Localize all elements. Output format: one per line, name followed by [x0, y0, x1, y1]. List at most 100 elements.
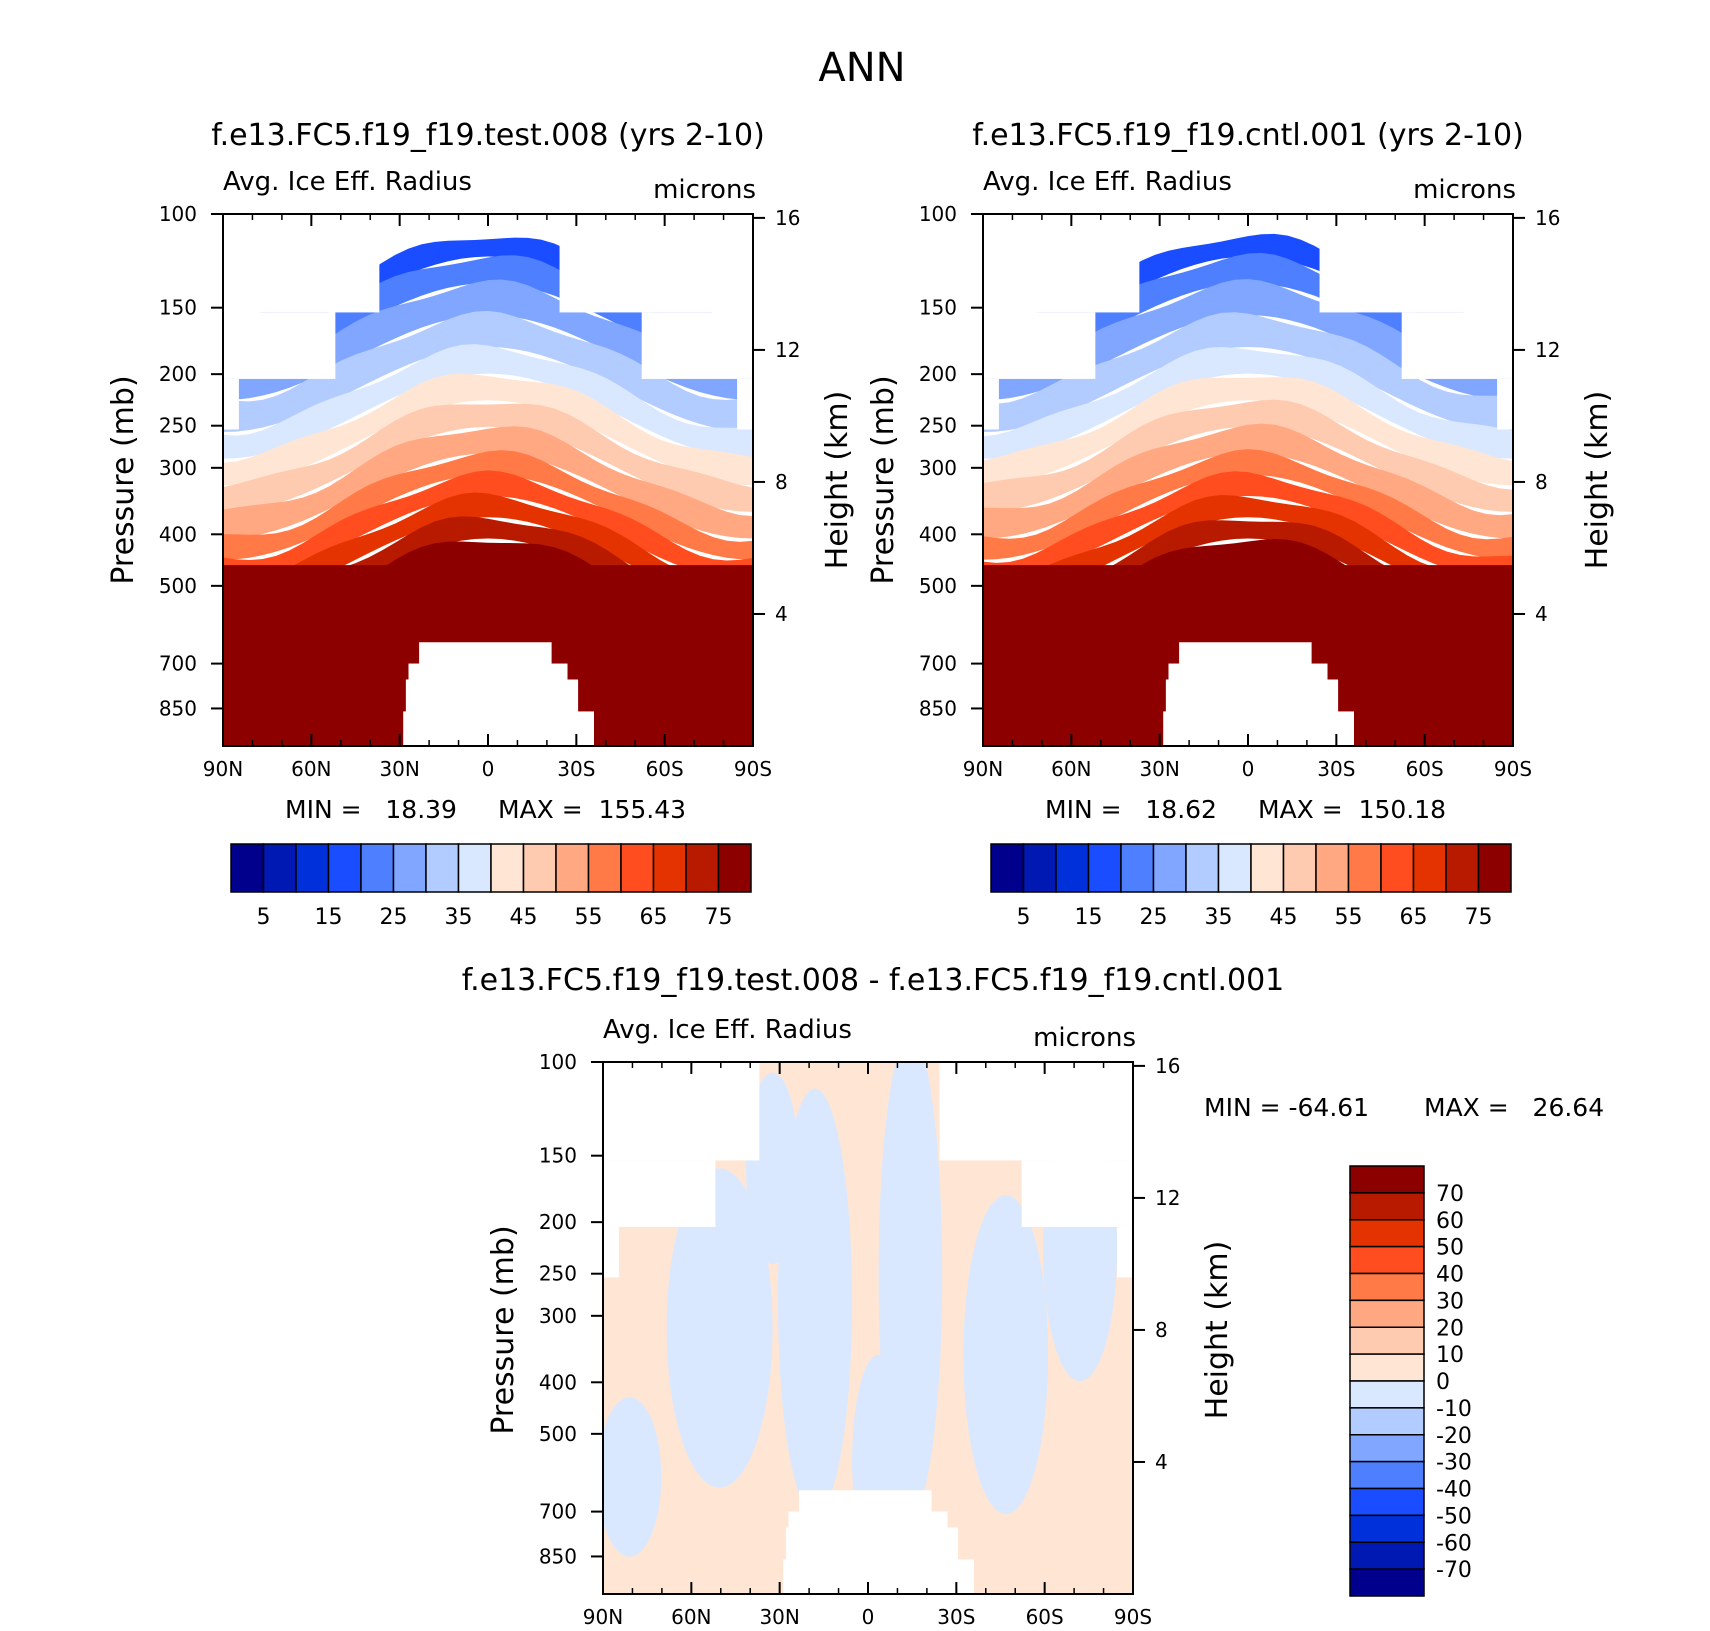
x-tick-label: 60S	[1026, 1605, 1064, 1629]
colorbar-label: 75	[705, 905, 733, 930]
y2-tick-label: 4	[1535, 602, 1548, 626]
colorbar-label: 45	[1270, 905, 1298, 930]
colorbar-label: 70	[1436, 1182, 1464, 1207]
y2-tick-label: 12	[1155, 1186, 1180, 1210]
missing-data-region	[1021, 1160, 1133, 1227]
contour-band	[983, 399, 1513, 512]
colorbar-box	[1412, 843, 1447, 893]
colorbar-box	[1349, 1380, 1425, 1409]
max-value: MAX = 155.43	[498, 795, 686, 824]
y-tick-label: 850	[539, 1544, 577, 1568]
colorbar-box	[457, 843, 492, 893]
colorbar-box	[990, 843, 1025, 893]
contour-band	[223, 344, 753, 459]
colorbar-box	[1347, 843, 1382, 893]
colorbar-label: 35	[1205, 905, 1233, 930]
min-value: MIN = 18.62	[1045, 795, 1217, 824]
y-tick-label: 400	[159, 522, 197, 546]
plot-area	[223, 214, 753, 746]
x-tick-label: 30N	[759, 1605, 799, 1629]
colorbar-label: 50	[1436, 1236, 1464, 1261]
contour-fill	[983, 214, 1513, 746]
missing-data-region	[641, 312, 753, 379]
variable-label: Avg. Ice Eff. Radius	[983, 167, 1232, 197]
colorbar-box	[392, 843, 427, 893]
y-tick-label: 400	[539, 1370, 577, 1394]
y-axis-label: Pressure (mb)	[486, 1225, 521, 1434]
x-tick-label: 0	[482, 757, 495, 781]
axes: 90N 60N 30N 0 30S 60S 90S 100 150 200 250 300 400 500…	[539, 1050, 1181, 1629]
min-value: MIN = 18.39	[285, 795, 457, 824]
colorbar-box	[1349, 1272, 1425, 1302]
colorbar-box	[1349, 1460, 1425, 1490]
panel-title: f.e13.FC5.f19_f19.cntl.001 (yrs 2-10)	[972, 118, 1524, 153]
y2-tick-label: 8	[1155, 1318, 1168, 1342]
colorbar-label: 65	[1400, 905, 1428, 930]
colorbar-box	[1349, 1407, 1425, 1436]
colorbar-box	[1022, 843, 1057, 893]
contour-band	[223, 426, 753, 539]
colorbar-box	[1315, 843, 1350, 893]
plot-area	[603, 1062, 1133, 1594]
colorbar: 5 15 25 35 45 55 65 75	[990, 843, 1512, 930]
colorbar-label: 55	[575, 905, 603, 930]
colorbar-label: -60	[1436, 1531, 1472, 1556]
panel-title: f.e13.FC5.f19_f19.test.008 (yrs 2-10)	[211, 118, 765, 153]
colorbar-box	[1349, 1434, 1425, 1463]
x-tick-label: 90S	[1494, 757, 1532, 781]
y-tick-label: 150	[919, 296, 957, 320]
missing-data-region	[939, 1062, 1133, 1161]
x-tick-label: 90S	[734, 757, 772, 781]
missing-data-region	[559, 214, 753, 313]
colorbar-label: -70	[1436, 1558, 1472, 1583]
colorbar-box	[327, 843, 362, 893]
y-tick-label: 700	[159, 652, 197, 676]
colorbar-label: 20	[1436, 1316, 1464, 1341]
contour-band	[983, 423, 1513, 539]
colorbar-label: 15	[315, 905, 343, 930]
colorbar-label: 75	[1465, 905, 1493, 930]
colorbar-box	[1349, 1353, 1425, 1382]
colorbar-box	[1349, 1245, 1425, 1275]
colorbar-box	[1185, 843, 1220, 893]
colorbar-label: 15	[1075, 905, 1103, 930]
x-tick-label: 30N	[1139, 757, 1179, 781]
x-tick-label: 90N	[203, 757, 243, 781]
colorbar-label: 65	[640, 905, 668, 930]
panel-test: f.e13.FC5.f19_f19.test.008 (yrs 2-10) Av…	[106, 118, 855, 930]
x-tick-label: 60S	[1406, 757, 1444, 781]
y2-tick-label: 16	[1155, 1054, 1180, 1078]
y2-tick-label: 12	[775, 338, 800, 362]
colorbar-box	[522, 843, 557, 893]
colorbar-label: 0	[1436, 1370, 1450, 1395]
colorbar-box	[1152, 843, 1187, 893]
y-tick-label: 200	[919, 362, 957, 386]
colorbar-box	[1445, 843, 1480, 893]
missing-data-region	[737, 378, 753, 430]
colorbar-label: -10	[1436, 1397, 1472, 1422]
y-tick-label: 850	[159, 696, 197, 720]
colorbar-label: 40	[1436, 1263, 1464, 1288]
colorbar-label: -30	[1436, 1451, 1472, 1476]
colorbar-label: 5	[1017, 905, 1031, 930]
y2-axis-label: Height (km)	[1580, 391, 1615, 570]
x-tick-label: 0	[1242, 757, 1255, 781]
x-tick-label: 30S	[1317, 757, 1355, 781]
missing-data-region	[1401, 312, 1513, 379]
x-tick-label: 30N	[379, 757, 419, 781]
panel-control: f.e13.FC5.f19_f19.cntl.001 (yrs 2-10) Av…	[866, 118, 1615, 930]
missing-data-region	[1319, 214, 1513, 313]
x-tick-label: 90N	[583, 1605, 623, 1629]
axes: 90N 60N 30N 0 30S 60S 90S 100 150 200 250 300 400 500…	[159, 202, 801, 781]
y-tick-label: 150	[539, 1144, 577, 1168]
contour-fill	[603, 1062, 1133, 1594]
colorbar-label: 35	[445, 905, 473, 930]
missing-data-region	[603, 1160, 716, 1227]
max-value: MAX = 26.64	[1424, 1093, 1604, 1122]
main-title: ANN	[818, 45, 905, 91]
min-value: MIN = -64.61	[1204, 1093, 1369, 1122]
y-tick-label: 200	[539, 1210, 577, 1234]
panel-difference: f.e13.FC5.f19_f19.test.008 - f.e13.FC5.f…	[462, 963, 1604, 1629]
missing-data-region	[603, 1062, 760, 1161]
colorbar-box	[1380, 843, 1415, 893]
